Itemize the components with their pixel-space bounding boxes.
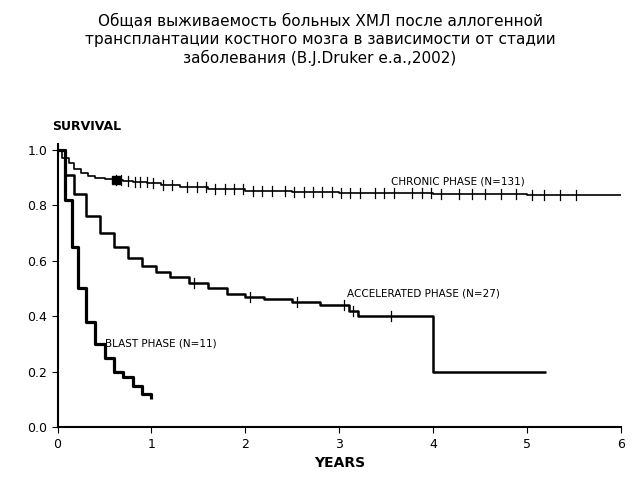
X-axis label: YEARS: YEARS: [314, 456, 365, 470]
Text: BLAST PHASE (N=11): BLAST PHASE (N=11): [104, 339, 216, 348]
Text: Общая выживаемость больных ХМЛ после аллогенной
трансплантации костного мозга в : Общая выживаемость больных ХМЛ после алл…: [84, 14, 556, 66]
Text: ACCELERATED PHASE (N=27): ACCELERATED PHASE (N=27): [347, 288, 500, 299]
Text: SURVIVAL: SURVIVAL: [52, 120, 121, 132]
Text: CHRONIC PHASE (N=131): CHRONIC PHASE (N=131): [391, 176, 525, 186]
